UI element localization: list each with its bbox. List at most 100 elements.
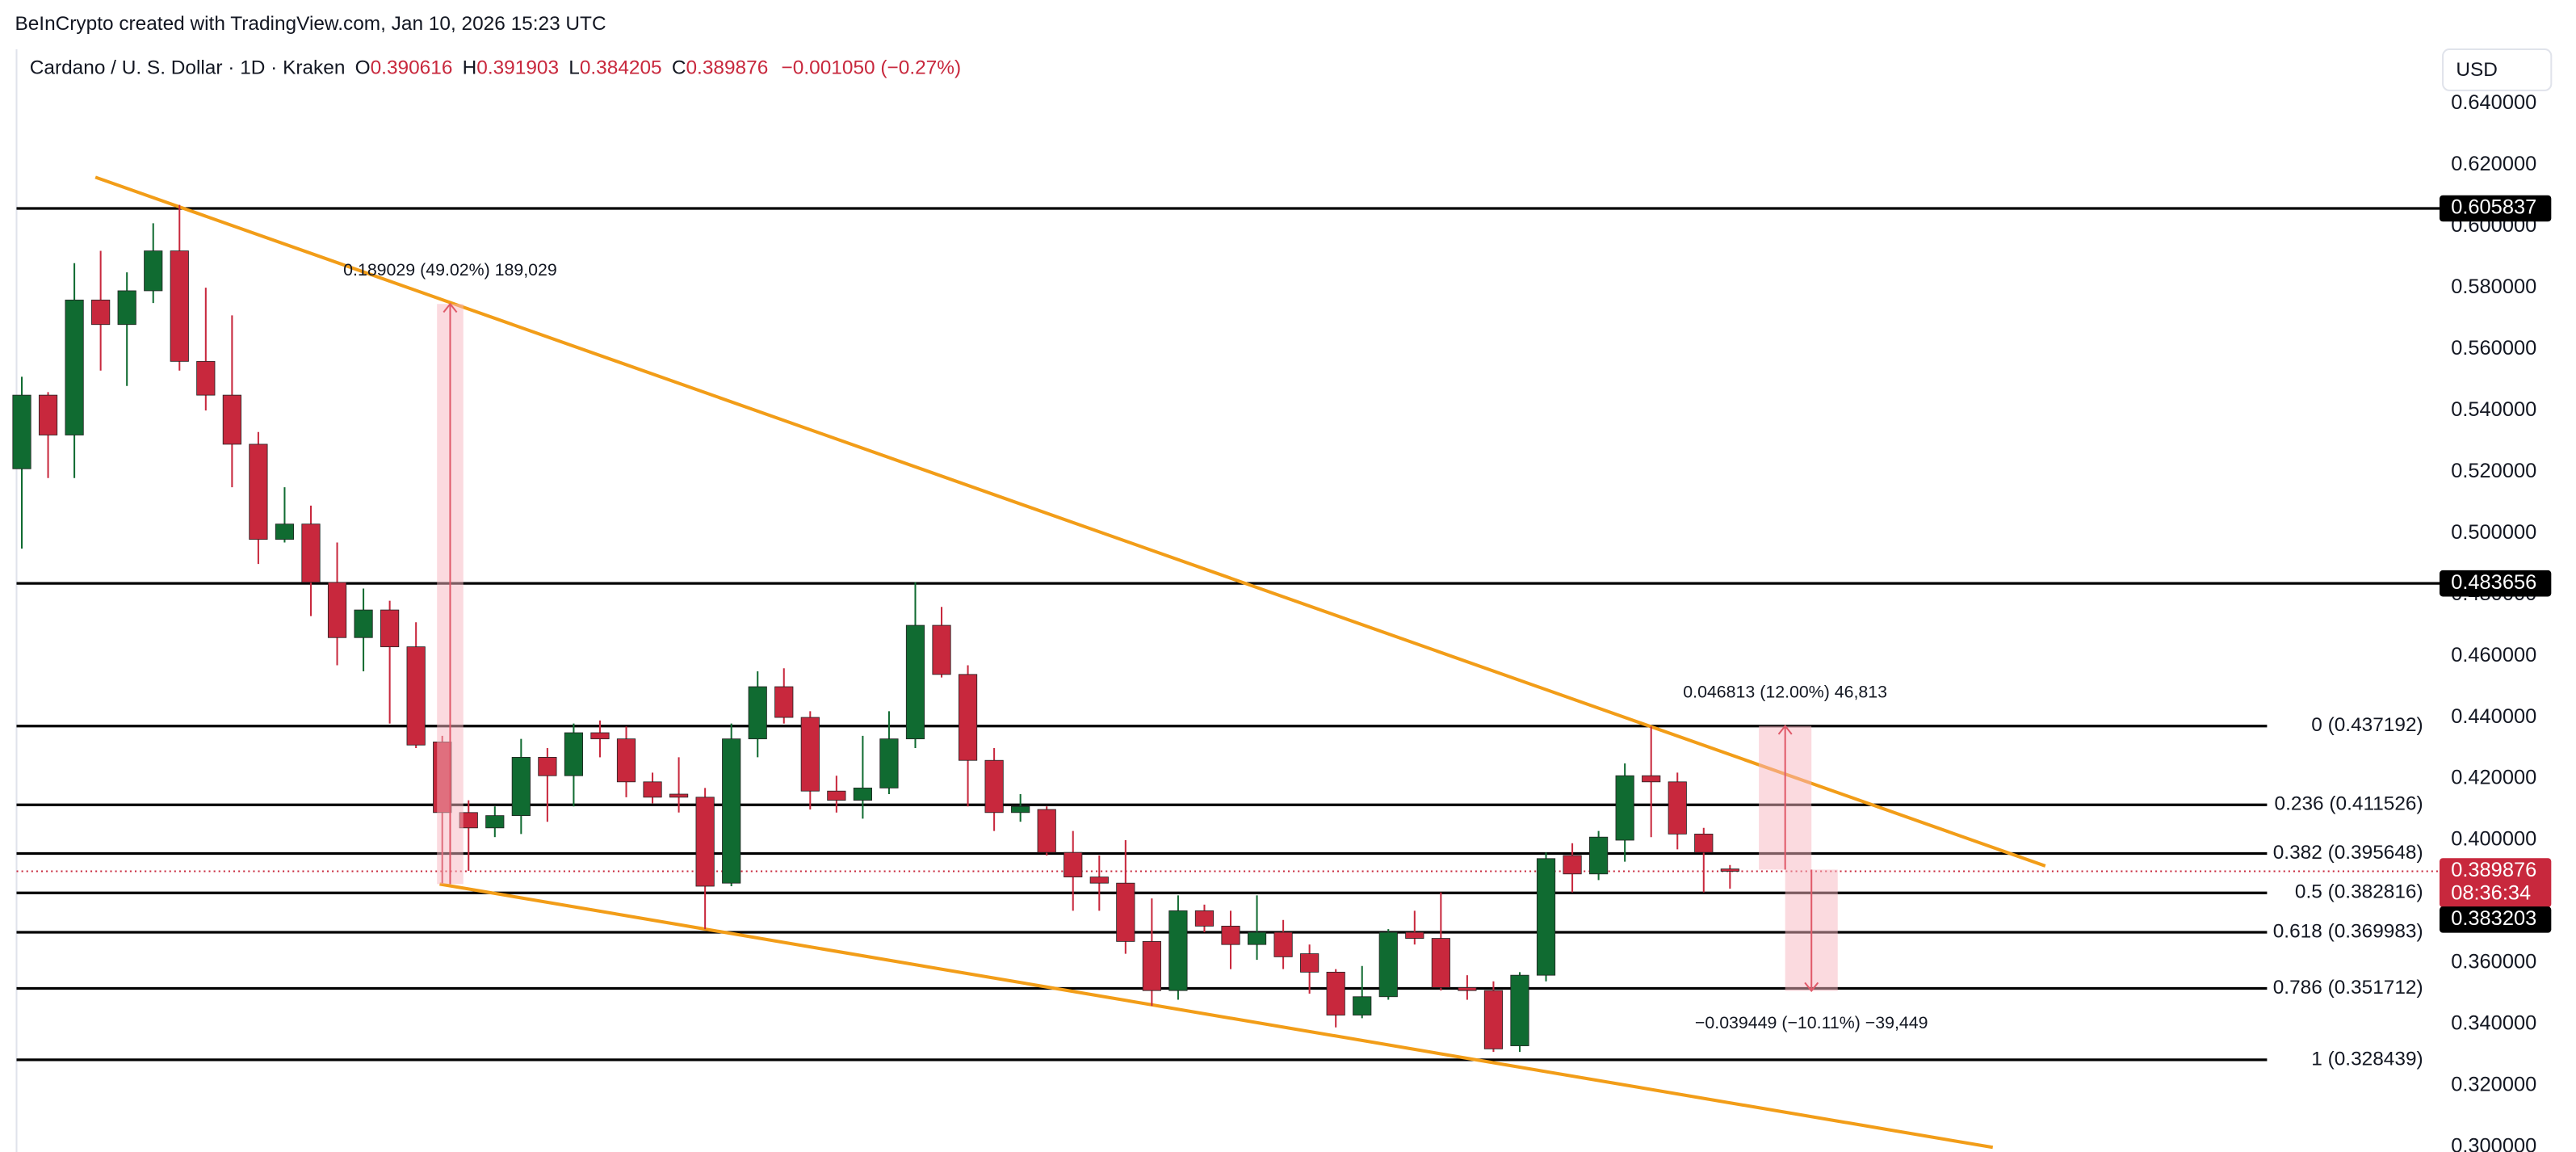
measure-label: 0.189029 (49.02%) 189,029: [343, 260, 557, 280]
candle-body: [564, 732, 584, 776]
candle-body: [511, 757, 531, 817]
candle-body: [590, 732, 610, 740]
candle-body: [984, 759, 1004, 814]
change: −0.001050 (−0.27%): [782, 57, 962, 79]
candle-body: [958, 674, 978, 761]
candle-body: [1642, 775, 1661, 783]
ohlc-letter: L: [568, 57, 580, 79]
trendline: [94, 175, 2046, 868]
ohlc-letter: H: [463, 57, 477, 79]
candle-body: [65, 299, 84, 435]
fib-label-bg: [2267, 881, 2428, 905]
y-tick-label: 0.400000: [2451, 828, 2536, 851]
measure-label: 0.046813 (12.00%) 46,813: [1683, 683, 1887, 702]
measure-arrowhead: [1804, 982, 1819, 993]
candle-body: [144, 250, 163, 292]
fib-label: 0.236 (0.411526): [2275, 793, 2423, 815]
fib-label: 0.786 (0.351712): [2273, 977, 2423, 999]
candle-body: [1011, 805, 1030, 814]
ohlc-value: 0.391903: [476, 57, 559, 79]
y-tick-label: 0.620000: [2451, 153, 2536, 175]
y-tick-label: 0.300000: [2451, 1135, 2536, 1152]
y-tick-label: 0.360000: [2451, 951, 2536, 973]
fib-label-bg: [2267, 714, 2428, 738]
candle-body: [196, 360, 216, 396]
currency-button[interactable]: [2442, 48, 2553, 91]
countdown: 08:36:34: [2451, 882, 2531, 905]
candle-body: [1405, 931, 1424, 939]
candle-body: [1510, 974, 1529, 1046]
candle-body: [1194, 910, 1215, 927]
y-tick-label: 0.340000: [2451, 1012, 2536, 1035]
candle-body: [774, 686, 794, 718]
candle-body: [1458, 986, 1477, 991]
level-price-label-bg: [2440, 195, 2552, 222]
candle-body: [275, 523, 295, 540]
fib-label: 0 (0.437192): [2311, 714, 2423, 736]
candle-body: [1431, 938, 1450, 988]
price-label-bg: [2440, 906, 2552, 933]
candle-body: [222, 394, 241, 445]
candle-body: [905, 624, 925, 740]
candle-body: [1247, 931, 1267, 945]
level-price-label: 0.605837: [2451, 196, 2536, 219]
candle-body: [327, 582, 347, 638]
y-tick-label: 0.420000: [2451, 767, 2536, 789]
candle-body: [1378, 931, 1398, 998]
candle-body: [1668, 781, 1687, 835]
fib-label-bg: [2267, 842, 2428, 865]
candle-body: [1563, 855, 1582, 875]
ohlc-value: 0.384205: [580, 57, 662, 79]
candle-body: [1300, 953, 1319, 973]
candle-body: [1589, 836, 1609, 875]
attribution: BeInCrypto created with TradingView.com,…: [15, 13, 606, 35]
last-price: 0.389876: [2451, 859, 2536, 881]
fib-label-bg: [2267, 1048, 2428, 1072]
candle-body: [354, 609, 373, 638]
level-price-label: 0.483656: [2451, 571, 2536, 594]
candle-body: [1536, 858, 1556, 976]
candle-body: [827, 790, 846, 801]
candle-body: [932, 624, 951, 675]
candle-body: [695, 797, 715, 887]
candle-body: [643, 781, 662, 798]
candle-body: [406, 646, 426, 746]
candle-body: [301, 523, 321, 583]
candle-body: [1116, 882, 1135, 942]
fib-label: 0.618 (0.369983): [2273, 920, 2423, 942]
ohlc-letter: C: [672, 57, 686, 79]
chart-header: Cardano / U. S. Dollar · 1D · Kraken O0.3…: [30, 57, 961, 79]
y-tick-label: 0.500000: [2451, 521, 2536, 544]
candle-body: [485, 815, 505, 829]
candle-body: [1353, 996, 1372, 1015]
fib-label: 0.5 (0.382816): [2295, 881, 2423, 903]
candle-body: [1037, 809, 1056, 853]
ohlc-value: 0.389876: [686, 57, 768, 79]
candle-body: [748, 686, 767, 740]
candle-body: [722, 738, 741, 884]
candle-body: [380, 609, 400, 648]
last-price-bg: [2440, 858, 2552, 908]
y-tick-label: 0.580000: [2451, 275, 2536, 298]
candle-body: [12, 394, 31, 469]
candle-body: [117, 290, 136, 326]
candle-body: [91, 299, 111, 326]
candle-body: [249, 444, 268, 540]
candle-body: [853, 788, 872, 801]
currency[interactable]: USD: [2456, 59, 2498, 81]
y-tick-label: 0.320000: [2451, 1074, 2536, 1096]
fib-label-bg: [2267, 793, 2428, 817]
y-tick-label: 0.640000: [2451, 91, 2536, 114]
candle-body: [1720, 868, 1739, 872]
candle-body: [1064, 851, 1083, 877]
y-tick-label: 0.560000: [2451, 337, 2536, 359]
trendline: [439, 882, 1994, 1150]
candle-body: [1142, 940, 1161, 991]
ohlc-letter: O: [355, 57, 371, 79]
candle-body: [38, 394, 58, 435]
y-tick-label: 0.540000: [2451, 398, 2536, 421]
candle-body: [170, 250, 189, 362]
